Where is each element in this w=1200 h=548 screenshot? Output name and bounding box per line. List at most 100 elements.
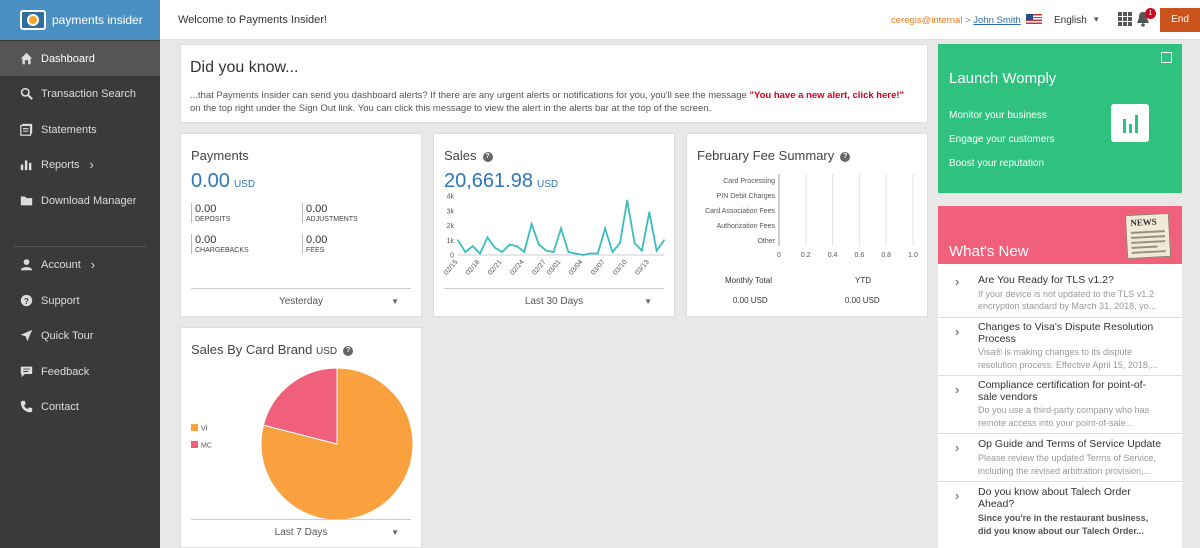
chevron-right-icon: ›: [955, 488, 960, 503]
news-item-desc: Since you're in the restaurant business,: [978, 513, 1149, 523]
breadcrumb-separator: >: [962, 15, 974, 26]
news-item-desc: including the revised arbitration provis…: [978, 466, 1152, 476]
deposits-stat: 0.00 DEPOSITS: [191, 203, 230, 223]
external-link-icon[interactable]: [1161, 52, 1172, 63]
sidebar-item-support[interactable]: ? Support: [0, 283, 160, 318]
payments-period-select[interactable]: Yesterday ▼: [191, 288, 411, 314]
launch-womply-panel[interactable]: Launch Womply Monitor your business Enga…: [938, 44, 1182, 193]
sidebar-item-statements[interactable]: Statements: [0, 112, 160, 147]
news-item[interactable]: › Are You Ready for TLS v1.2? If your de…: [938, 268, 1182, 318]
sidebar-divider: [14, 246, 146, 247]
end-button[interactable]: End: [1160, 8, 1200, 32]
data-point: [464, 251, 467, 253]
ytd-label: YTD: [855, 276, 871, 285]
notification-badge[interactable]: 1: [1145, 8, 1156, 19]
caret-down-icon[interactable]: ▾: [1094, 14, 1099, 24]
sidebar-item-label: Account: [41, 258, 81, 271]
y-tick-label: 1k: [447, 238, 455, 245]
womply-title[interactable]: Launch Womply: [949, 70, 1057, 87]
chargebacks-stat: 0.00 CHARGEBACKS: [191, 234, 249, 254]
monthly-total-label: Monthly Total: [725, 276, 772, 285]
y-category-label: Authorization Fees: [717, 223, 776, 230]
home-icon: [20, 52, 33, 65]
comment-icon: [20, 366, 33, 378]
period-label: Yesterday: [278, 296, 324, 307]
y-tick-label: 3k: [447, 208, 455, 215]
sidebar-item-dashboard[interactable]: Dashboard: [0, 41, 160, 76]
sidebar-item-reports[interactable]: Reports ›: [0, 147, 160, 182]
news-item[interactable]: › Op Guide and Terms of Service Update P…: [938, 434, 1182, 482]
apps-grid-icon[interactable]: [1118, 12, 1132, 26]
news-item[interactable]: › Compliance certification for point-of-…: [938, 376, 1182, 434]
sidebar: payments insider Dashboard Transaction S…: [0, 0, 160, 548]
caret-down-icon: ▼: [391, 297, 399, 306]
ytd-value: 0.00 USD: [845, 296, 880, 305]
card-brand-period-select[interactable]: Last 7 Days ▼: [191, 519, 411, 545]
newspaper-icon: NEWS: [1124, 212, 1172, 260]
data-point: [515, 245, 518, 248]
data-point: [457, 239, 459, 242]
adjustments-stat: 0.00 ADJUSTMENTS: [302, 203, 358, 223]
data-point: [523, 251, 526, 253]
chevron-right-icon: ›: [955, 440, 960, 455]
data-point: [479, 252, 481, 255]
sidebar-item-label: Dashboard: [41, 52, 95, 65]
chevron-right-icon: ›: [955, 324, 960, 339]
data-point: [552, 251, 555, 253]
analytics-icon: [1111, 104, 1149, 142]
sidebar-item-download-manager[interactable]: Download Manager: [0, 183, 160, 218]
womply-line: Engage your customers: [949, 134, 1055, 145]
x-tick-label: 0.8: [881, 252, 891, 259]
logo[interactable]: payments insider: [0, 0, 160, 40]
caret-down-icon: ▼: [391, 528, 399, 537]
data-point: [663, 239, 665, 242]
y-tick-label: 2k: [447, 223, 455, 230]
whats-new-header: What's New NEWS: [938, 206, 1182, 264]
data-point: [567, 251, 570, 253]
logo-text: payments insider: [52, 13, 143, 27]
news-item-desc: Visa® is making changes to its dispute: [978, 347, 1133, 357]
x-tick-label: 0.6: [855, 252, 865, 259]
sidebar-item-transaction-search[interactable]: Transaction Search: [0, 76, 160, 111]
sales-period-select[interactable]: Last 30 Days ▼: [444, 288, 664, 314]
news-item-title[interactable]: Do you know about Talech Order: [978, 486, 1131, 498]
data-point: [633, 242, 636, 245]
news-item-title[interactable]: Changes to Visa's Dispute Resolution: [978, 321, 1154, 333]
x-tick-label: 02/18: [465, 259, 482, 277]
us-flag-icon[interactable]: [1026, 14, 1042, 24]
alert-message-highlight: "You have a new alert, click here!": [749, 90, 905, 101]
news-item[interactable]: › Changes to Visa's Dispute Resolution P…: [938, 318, 1182, 376]
help-icon[interactable]: ?: [482, 151, 493, 162]
sidebar-item-feedback[interactable]: Feedback: [0, 354, 160, 389]
data-point: [582, 254, 584, 256]
news-item-title[interactable]: Op Guide and Terms of Service Update: [978, 438, 1162, 450]
help-circle-icon: ?: [20, 294, 33, 307]
whats-new-panel: What's New NEWS › Are You Ready for TLS …: [938, 206, 1182, 548]
sidebar-item-contact[interactable]: Contact: [0, 389, 160, 424]
data-point: [560, 227, 562, 230]
data-point: [493, 246, 496, 249]
y-category-label: PIN Debit Charges: [717, 193, 776, 200]
sidebar-item-quick-tour[interactable]: Quick Tour: [0, 318, 160, 353]
sidebar-item-label: Transaction Search: [41, 87, 136, 100]
language-select[interactable]: English: [1054, 15, 1087, 26]
caret-down-icon: ▼: [644, 297, 652, 306]
data-point: [530, 223, 533, 225]
x-tick-label: 03/13: [634, 259, 651, 277]
help-icon[interactable]: ?: [343, 345, 354, 356]
news-item[interactable]: › Do you know about Talech Order Ahead? …: [938, 482, 1182, 548]
fee-summary-card: February Fee Summary? 0 0.2 0.4 0.6 0.8 1.0 Ca…: [686, 133, 928, 317]
legend-label: MC: [201, 443, 212, 450]
sidebar-item-label: Reports: [41, 158, 80, 171]
news-item-title[interactable]: Process: [978, 333, 1016, 345]
womply-line: Monitor your business: [949, 110, 1047, 121]
data-point: [618, 242, 621, 245]
help-icon[interactable]: ?: [840, 151, 851, 162]
news-item-title[interactable]: Ahead?: [978, 498, 1015, 510]
news-item-title[interactable]: Are You Ready for TLS v1.2?: [978, 274, 1114, 286]
sales-title: Sales?: [444, 148, 493, 163]
news-item-title[interactable]: sale vendors: [978, 391, 1038, 403]
news-item-title[interactable]: Compliance certification for point-of-: [978, 379, 1147, 391]
sidebar-item-account[interactable]: Account ›: [0, 247, 160, 282]
user-link[interactable]: John Smith: [973, 15, 1021, 26]
